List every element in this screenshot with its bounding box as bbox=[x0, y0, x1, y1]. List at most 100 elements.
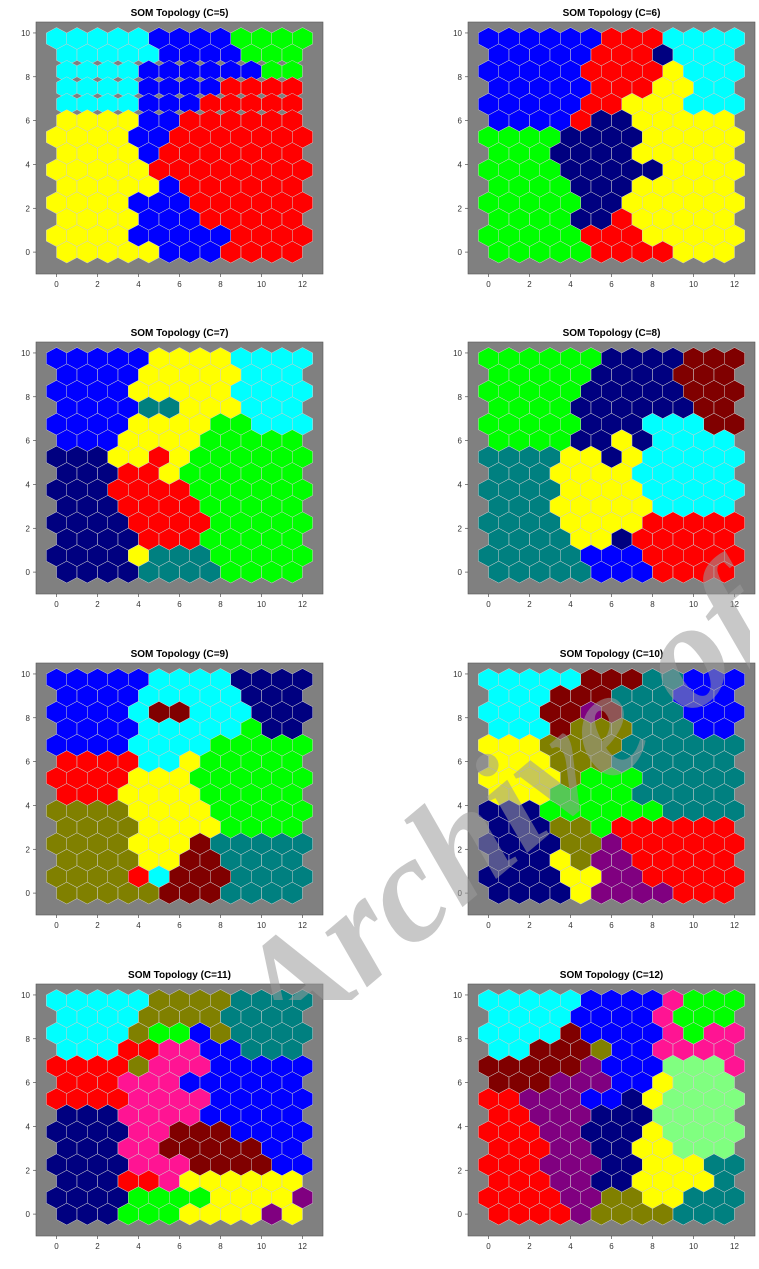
x-tick-label: 6 bbox=[609, 280, 614, 289]
x-tick-label: 8 bbox=[218, 921, 223, 930]
som-panel: SOM Topology (C=10) 0 2 4 6 8 10 12 0 2 4 6 8 10 bbox=[432, 641, 759, 941]
y-tick-label: 2 bbox=[26, 845, 31, 854]
y-tick-label: 8 bbox=[458, 73, 463, 82]
y-tick-label: 0 bbox=[458, 568, 463, 577]
y-tick-label: 10 bbox=[21, 349, 30, 358]
y-tick-label: 4 bbox=[26, 1122, 31, 1131]
x-tick-label: 0 bbox=[486, 280, 491, 289]
y-tick-label: 6 bbox=[26, 117, 31, 126]
som-panel: SOM Topology (C=11) 0 2 4 6 8 10 12 0 2 4 6 8 10 bbox=[0, 962, 330, 1262]
x-tick-label: 12 bbox=[730, 600, 739, 609]
y-tick-label: 8 bbox=[26, 73, 31, 82]
x-tick-label: 6 bbox=[177, 921, 182, 930]
som-chart: SOM Topology (C=5) 0 2 4 6 8 10 12 0 2 4 6 8 10 bbox=[21, 8, 324, 289]
y-tick-label: 2 bbox=[26, 204, 31, 213]
y-tick-label: 4 bbox=[26, 801, 31, 810]
x-tick-label: 0 bbox=[54, 280, 59, 289]
som-chart: SOM Topology (C=7) 0 2 4 6 8 10 12 0 2 4 6 8 10 bbox=[21, 328, 324, 609]
chart-title: SOM Topology (C=10) bbox=[560, 649, 663, 660]
x-tick-label: 12 bbox=[298, 1242, 307, 1251]
y-tick-label: 2 bbox=[26, 524, 31, 533]
y-tick-label: 10 bbox=[21, 991, 30, 1000]
som-hex-cell bbox=[713, 881, 735, 905]
som-panel: SOM Topology (C=12) 0 2 4 6 8 10 12 0 2 4 6 8 10 bbox=[432, 962, 759, 1262]
y-tick-label: 0 bbox=[26, 1210, 31, 1219]
y-tick-label: 0 bbox=[458, 1210, 463, 1219]
y-tick-label: 6 bbox=[458, 437, 463, 446]
x-tick-label: 4 bbox=[136, 921, 141, 930]
som-chart: SOM Topology (C=6) 0 2 4 6 8 10 12 0 2 4 6 8 10 bbox=[453, 8, 756, 289]
x-tick-label: 12 bbox=[298, 280, 307, 289]
x-tick-label: 2 bbox=[527, 921, 532, 930]
x-tick-label: 10 bbox=[257, 600, 266, 609]
x-tick-label: 2 bbox=[527, 600, 532, 609]
chart-title: SOM Topology (C=6) bbox=[563, 8, 661, 19]
x-tick-label: 4 bbox=[568, 1242, 573, 1251]
y-tick-label: 8 bbox=[26, 1035, 31, 1044]
y-tick-label: 4 bbox=[458, 1122, 463, 1131]
chart-title: SOM Topology (C=8) bbox=[563, 328, 661, 339]
y-tick-label: 8 bbox=[26, 714, 31, 723]
som-hex-cell bbox=[281, 240, 303, 264]
x-tick-label: 4 bbox=[136, 1242, 141, 1251]
y-tick-label: 6 bbox=[26, 1079, 31, 1088]
y-tick-label: 2 bbox=[458, 845, 463, 854]
y-tick-label: 8 bbox=[458, 393, 463, 402]
x-tick-label: 12 bbox=[298, 600, 307, 609]
y-tick-label: 0 bbox=[26, 889, 31, 898]
som-hex-cell bbox=[713, 240, 735, 264]
som-hex-cell bbox=[713, 1202, 735, 1226]
x-tick-label: 10 bbox=[689, 600, 698, 609]
y-tick-label: 2 bbox=[458, 204, 463, 213]
y-tick-label: 6 bbox=[26, 437, 31, 446]
x-tick-label: 6 bbox=[177, 1242, 182, 1251]
y-tick-label: 10 bbox=[453, 349, 462, 358]
x-tick-label: 12 bbox=[730, 280, 739, 289]
som-hex-cell bbox=[281, 1202, 303, 1226]
y-tick-label: 6 bbox=[26, 758, 31, 767]
y-tick-label: 10 bbox=[453, 991, 462, 1000]
x-tick-label: 8 bbox=[650, 1242, 655, 1251]
x-tick-label: 6 bbox=[177, 280, 182, 289]
x-tick-label: 2 bbox=[95, 921, 100, 930]
y-tick-label: 0 bbox=[458, 248, 463, 257]
som-panel: SOM Topology (C=8) 0 2 4 6 8 10 12 0 2 4 6 8 10 bbox=[432, 320, 759, 620]
x-tick-label: 8 bbox=[650, 280, 655, 289]
x-tick-label: 4 bbox=[136, 280, 141, 289]
x-tick-label: 2 bbox=[95, 280, 100, 289]
y-tick-label: 4 bbox=[458, 160, 463, 169]
x-tick-label: 6 bbox=[609, 921, 614, 930]
y-tick-label: 4 bbox=[26, 480, 31, 489]
y-tick-label: 10 bbox=[21, 29, 30, 38]
y-tick-label: 10 bbox=[453, 29, 462, 38]
x-tick-label: 12 bbox=[298, 921, 307, 930]
y-tick-label: 10 bbox=[453, 670, 462, 679]
x-tick-label: 0 bbox=[54, 1242, 59, 1251]
x-tick-label: 0 bbox=[486, 921, 491, 930]
y-tick-label: 4 bbox=[458, 801, 463, 810]
x-tick-label: 2 bbox=[527, 1242, 532, 1251]
x-tick-label: 10 bbox=[689, 280, 698, 289]
x-tick-label: 0 bbox=[54, 600, 59, 609]
y-tick-label: 4 bbox=[458, 480, 463, 489]
x-tick-label: 0 bbox=[486, 1242, 491, 1251]
x-tick-label: 10 bbox=[689, 921, 698, 930]
x-tick-label: 0 bbox=[486, 600, 491, 609]
y-tick-label: 8 bbox=[458, 1035, 463, 1044]
x-tick-label: 12 bbox=[730, 921, 739, 930]
som-panel: SOM Topology (C=7) 0 2 4 6 8 10 12 0 2 4 6 8 10 bbox=[0, 320, 330, 620]
y-tick-label: 6 bbox=[458, 1079, 463, 1088]
x-tick-label: 12 bbox=[730, 1242, 739, 1251]
som-hex-cell bbox=[281, 560, 303, 584]
chart-title: SOM Topology (C=12) bbox=[560, 970, 663, 981]
som-chart: SOM Topology (C=9) 0 2 4 6 8 10 12 0 2 4 6 8 10 bbox=[21, 649, 324, 930]
x-tick-label: 8 bbox=[218, 600, 223, 609]
x-tick-label: 4 bbox=[568, 921, 573, 930]
x-tick-label: 8 bbox=[650, 921, 655, 930]
x-tick-label: 8 bbox=[218, 1242, 223, 1251]
som-panel: SOM Topology (C=5) 0 2 4 6 8 10 12 0 2 4 6 8 10 bbox=[0, 0, 330, 300]
y-tick-label: 8 bbox=[458, 714, 463, 723]
x-tick-label: 2 bbox=[527, 280, 532, 289]
chart-title: SOM Topology (C=7) bbox=[131, 328, 229, 339]
